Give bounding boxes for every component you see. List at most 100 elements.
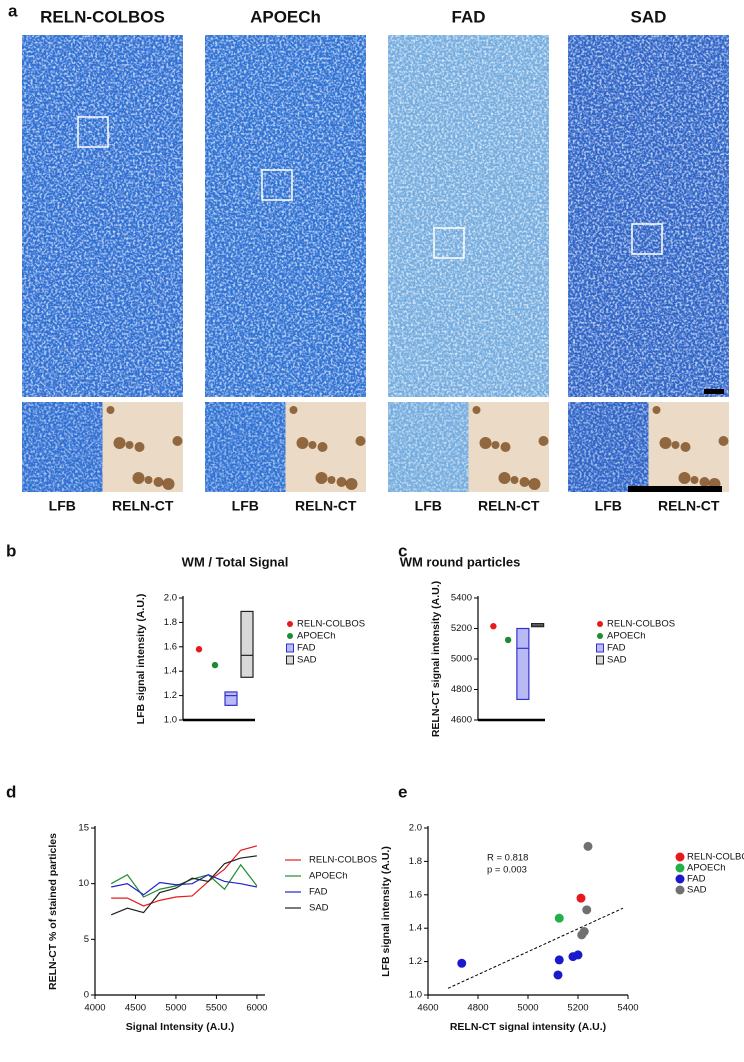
point — [576, 893, 586, 903]
y-tick-label: 1.8 — [164, 617, 177, 628]
cell — [500, 442, 511, 452]
point — [573, 950, 583, 960]
image-title: RELN-COLBOS — [40, 7, 165, 26]
y-tick-label: 1.8 — [409, 856, 422, 867]
point — [553, 970, 563, 980]
legend-label: APOECh — [687, 863, 726, 874]
inset-label: RELN-CT — [658, 498, 720, 514]
cell — [699, 477, 710, 487]
cell — [671, 441, 680, 449]
legend-label: FAD — [309, 887, 328, 898]
micrograph-texture — [205, 35, 366, 397]
chart-title: WM / Total Signal — [182, 554, 289, 569]
image-title: SAD — [631, 7, 667, 26]
inset-label: LFB — [595, 498, 622, 514]
y-tick-label: 1.6 — [164, 641, 177, 652]
x-tick-label: 5000 — [517, 1003, 538, 1014]
legend-label: SAD — [297, 655, 317, 666]
panel-label: c — [398, 541, 407, 560]
y-tick-label: 1.2 — [164, 690, 177, 701]
legend-swatch — [287, 621, 293, 627]
series-line — [110, 855, 257, 916]
legend-label: FAD — [607, 643, 626, 654]
legend-label: RELN-COLBOS — [309, 855, 377, 866]
range-box — [224, 691, 238, 706]
cell — [690, 476, 699, 484]
legend-swatch — [597, 621, 603, 627]
legend-swatch — [596, 643, 604, 653]
y-tick-label: 1.0 — [164, 715, 177, 726]
roi-box — [77, 116, 109, 148]
scale-bar — [704, 389, 724, 394]
annotation: R = 0.818 — [487, 853, 528, 864]
series-line — [110, 863, 258, 898]
y-tick-label: 2.0 — [164, 593, 177, 604]
roi-box — [631, 223, 663, 255]
point — [582, 905, 592, 915]
cell — [519, 477, 530, 487]
y-tick-label: 10 — [78, 878, 89, 889]
x-tick-label: 5000 — [165, 1003, 186, 1014]
inset-texture — [388, 402, 469, 492]
inset-label: RELN-CT — [478, 498, 540, 514]
cell — [113, 437, 126, 449]
cell — [308, 441, 317, 449]
cell — [172, 436, 183, 446]
cell — [491, 441, 500, 449]
y-axis-label: LFB signal intensity (A.U.) — [380, 846, 392, 977]
inset-label: LFB — [232, 498, 259, 514]
cell — [106, 406, 115, 414]
point — [457, 958, 467, 968]
inset-label: LFB — [49, 498, 76, 514]
cell — [296, 437, 309, 449]
y-tick-label: 0 — [84, 990, 89, 1001]
panel-label: d — [6, 782, 16, 801]
point — [554, 955, 564, 965]
y-axis-label: LFB signal intensity (A.U.) — [135, 594, 147, 725]
x-tick-label: 4500 — [125, 1003, 146, 1014]
inset-texture — [205, 402, 286, 492]
series-line — [111, 845, 258, 907]
cell — [134, 442, 145, 452]
y-tick-label: 1.0 — [409, 990, 422, 1001]
cell — [336, 477, 347, 487]
x-axis-label: RELN-CT signal intensity (A.U.) — [450, 1021, 606, 1033]
y-tick-label: 1.4 — [164, 666, 177, 677]
y-axis-label: RELN-CT signal intensity (A.U.) — [430, 581, 442, 737]
point — [579, 927, 589, 937]
image-title: FAD — [452, 7, 486, 26]
y-tick-label: 5000 — [451, 654, 472, 665]
inset-label: LFB — [415, 498, 442, 514]
legend-swatch — [286, 655, 294, 665]
legend-swatch — [286, 643, 294, 653]
image-title: APOECh — [250, 7, 321, 26]
x-tick-label: 4800 — [467, 1003, 488, 1014]
y-tick-label: 5 — [84, 934, 89, 945]
y-tick-label: 4800 — [451, 684, 472, 695]
cell — [538, 436, 549, 446]
panel-label: e — [398, 782, 407, 801]
legend-swatch — [675, 874, 685, 884]
x-tick-label: 5500 — [206, 1003, 227, 1014]
y-tick-label: 5200 — [451, 623, 472, 634]
x-tick-label: 4000 — [84, 1003, 105, 1014]
cell — [132, 472, 145, 484]
cell — [659, 437, 672, 449]
x-tick-label: 5400 — [617, 1003, 638, 1014]
x-tick-label: 5200 — [567, 1003, 588, 1014]
point — [554, 913, 564, 923]
legend-label: FAD — [297, 643, 316, 654]
legend-label: SAD — [687, 885, 707, 896]
cell — [718, 436, 729, 446]
y-tick-label: 2.0 — [409, 823, 422, 834]
roi-box — [261, 169, 293, 201]
cell — [355, 436, 366, 446]
legend-label: APOECh — [309, 871, 348, 882]
chart-title: WM round particles — [400, 554, 521, 569]
x-axis-label: Signal Intensity (A.U.) — [126, 1021, 235, 1033]
legend-swatch — [675, 863, 685, 873]
point — [195, 646, 203, 653]
legend-label: APOECh — [607, 631, 646, 642]
point — [490, 623, 497, 630]
inset-texture — [568, 402, 649, 492]
